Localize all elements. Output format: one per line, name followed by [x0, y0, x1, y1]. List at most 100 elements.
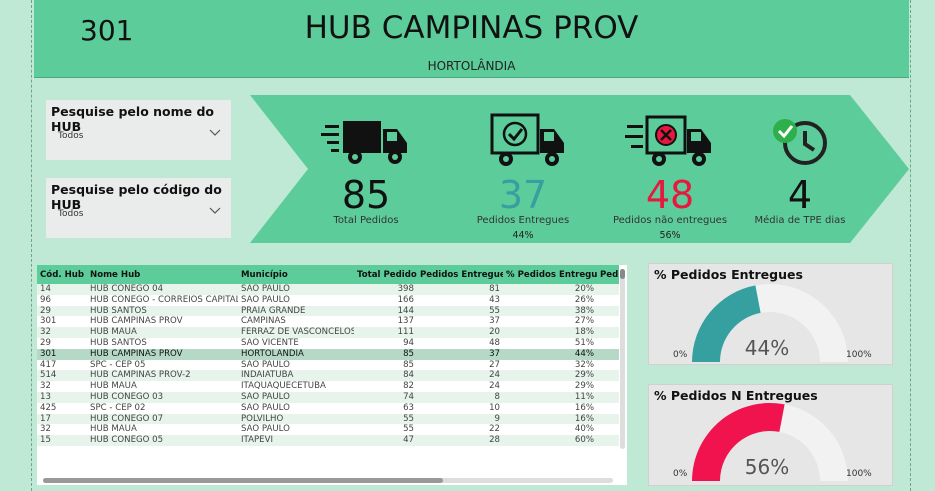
- column-header-sorted[interactable]: Total Pedidos: [354, 265, 417, 284]
- table-cell: 27%: [503, 316, 597, 328]
- table-cell: 9: [417, 413, 503, 425]
- chevron-down-icon[interactable]: [209, 126, 221, 138]
- table-cell: 137: [354, 316, 417, 328]
- slicer-value[interactable]: Todos: [58, 209, 84, 219]
- table-cell: 13: [37, 391, 87, 403]
- table-cell: 48: [417, 337, 503, 349]
- table-row[interactable]: 13 HUB CONEGO 03 SÃO PAULO 74 8 11%: [37, 391, 619, 403]
- hub-code-slicer[interactable]: Pesquise pelo código do HUB Todos: [46, 178, 231, 238]
- table-cell: [597, 294, 619, 306]
- gauge-max: 100%: [846, 469, 872, 479]
- table-cell: HUB MAUA: [87, 327, 238, 338]
- table-cell: [597, 402, 619, 414]
- gauge-fill: [692, 403, 785, 481]
- table-cell: 74: [354, 391, 417, 403]
- kpi-total-caption: Total Pedidos: [333, 215, 399, 226]
- table-cell: HUB SANTOS: [87, 305, 238, 317]
- hub-orders-table[interactable]: Cód. Hub Nome Hub Município Total Pedido…: [37, 265, 627, 485]
- table-cell: 94: [354, 337, 417, 349]
- table-cell: 16%: [503, 413, 597, 425]
- table-row[interactable]: 14 HUB CONEGO 04 SÃO PAULO 398 81 20%: [37, 284, 619, 295]
- table-cell: 85: [354, 348, 417, 360]
- table-cell: FERRAZ DE VASCONCELOS: [238, 327, 354, 338]
- table-cell: 55: [354, 413, 417, 425]
- table-cell: HUB CAMPINAS PROV: [87, 348, 238, 360]
- table-cell: 14: [37, 284, 87, 295]
- table-row[interactable]: 32 HUB MAUA SÃO PAULO 55 22 40%: [37, 424, 619, 436]
- table-cell: 27: [417, 359, 503, 371]
- vertical-scrollbar[interactable]: [620, 269, 625, 449]
- table-cell: [597, 413, 619, 425]
- table-cell: HUB MAUA: [87, 381, 238, 392]
- table-row[interactable]: 514 HUB CAMPINAS PROV-2 INDAIATUBA 84 24 29%: [37, 370, 619, 382]
- table-row[interactable]: 29 HUB SANTOS PRAIA GRANDE 144 55 38%: [37, 305, 619, 317]
- table-cell: 398: [354, 284, 417, 295]
- table-cell: 29%: [503, 381, 597, 392]
- table-cell: 84: [354, 370, 417, 382]
- table-cell: 32: [37, 424, 87, 436]
- slicer-label: Pesquise pelo código do HUB: [51, 182, 222, 212]
- hub-name-slicer[interactable]: Pesquise pelo nome do HUB Todos: [46, 100, 231, 160]
- table-cell: 37: [417, 316, 503, 328]
- table-cell: SPC - CEP 05: [87, 359, 238, 371]
- table-row[interactable]: 15 HUB CONEGO 05 ITAPEVI 47 28 60%: [37, 435, 619, 446]
- table-cell: HUB CONEGO 07: [87, 413, 238, 425]
- kpi-delivered-value: 37: [498, 173, 548, 217]
- kpi-not-delivered-caption: Pedidos não entregues: [612, 215, 728, 226]
- header-banner: 301 HUB CAMPINAS PROV HORTOLÂNDIA: [34, 0, 909, 78]
- table-cell: 37: [417, 348, 503, 360]
- table-cell: 10: [417, 402, 503, 414]
- column-header[interactable]: Ped: [597, 265, 619, 284]
- table-cell: 26%: [503, 294, 597, 306]
- column-header[interactable]: Nome Hub: [87, 265, 238, 284]
- column-header[interactable]: Cód. Hub: [37, 265, 87, 284]
- table-cell: 24: [417, 381, 503, 392]
- table-row[interactable]: 301 HUB CAMPINAS PROV HORTOLÂNDIA 85 37 44%: [37, 348, 619, 360]
- chevron-down-icon[interactable]: [209, 204, 221, 216]
- table-cell: 20%: [503, 284, 597, 295]
- table-row[interactable]: 17 HUB CONEGO 07 POLVILHO 55 9 16%: [37, 413, 619, 425]
- table-cell: [597, 381, 619, 392]
- table-cell: CAMPINAS: [238, 316, 354, 328]
- gauge-min: 0%: [673, 469, 688, 479]
- table-row[interactable]: 96 HUB CONEGO - CORREIOS CAPITAL SÃO PAULO…: [37, 294, 619, 306]
- slicer-value[interactable]: Todos: [58, 131, 84, 141]
- table-cell: PRAIA GRANDE: [238, 305, 354, 317]
- table-cell: [597, 424, 619, 436]
- table-cell: SÃO PAULO: [238, 391, 354, 403]
- table-cell: 17: [37, 413, 87, 425]
- table-cell: 29: [37, 305, 87, 317]
- table-cell: 81: [417, 284, 503, 295]
- table-row[interactable]: 417 SPC - CEP 05 SÃO PAULO 85 27 32%: [37, 359, 619, 371]
- table-cell: 43: [417, 294, 503, 306]
- table-cell: HUB CONEGO - CORREIOS CAPITAL: [87, 294, 238, 306]
- table-cell: 63: [354, 402, 417, 414]
- table-row[interactable]: 32 HUB MAUA ITAQUAQUECETUBA 82 24 29%: [37, 381, 619, 392]
- column-header[interactable]: Pedidos Entregues: [417, 265, 503, 284]
- kpi-not-delivered-pct: 56%: [659, 230, 681, 241]
- table-cell: HUB CONEGO 05: [87, 435, 238, 446]
- table-cell: [597, 435, 619, 446]
- column-header[interactable]: % Pedidos Entregues: [503, 265, 597, 284]
- table-cell: HUB MAUA: [87, 424, 238, 436]
- page-frame-right: [910, 0, 911, 491]
- table-row[interactable]: 425 SPC - CEP 02 SÃO PAULO 63 10 16%: [37, 402, 619, 414]
- table-row[interactable]: 301 HUB CAMPINAS PROV CAMPINAS 137 37 27%: [37, 316, 619, 328]
- table-cell: HUB CAMPINAS PROV: [87, 316, 238, 328]
- table-row[interactable]: 32 HUB MAUA FERRAZ DE VASCONCELOS 111 20 18%: [37, 327, 619, 338]
- table-row[interactable]: 29 HUB SANTOS SÃO VICENTE 94 48 51%: [37, 337, 619, 349]
- column-header[interactable]: Município: [238, 265, 354, 284]
- table-cell: 111: [354, 327, 417, 338]
- horizontal-scrollbar[interactable]: [43, 478, 613, 483]
- table-cell: [597, 316, 619, 328]
- table-cell: 22: [417, 424, 503, 436]
- table-cell: 55: [417, 305, 503, 317]
- kpi-tpe-value: 4: [787, 173, 813, 217]
- delivery-truck-icon: [321, 121, 407, 164]
- table-cell: 82: [354, 381, 417, 392]
- table-cell: HUB CONEGO 04: [87, 284, 238, 295]
- table-cell: 20: [417, 327, 503, 338]
- hub-code: 301: [80, 14, 134, 47]
- table-cell: 301: [37, 348, 87, 360]
- table-cell: 15: [37, 435, 87, 446]
